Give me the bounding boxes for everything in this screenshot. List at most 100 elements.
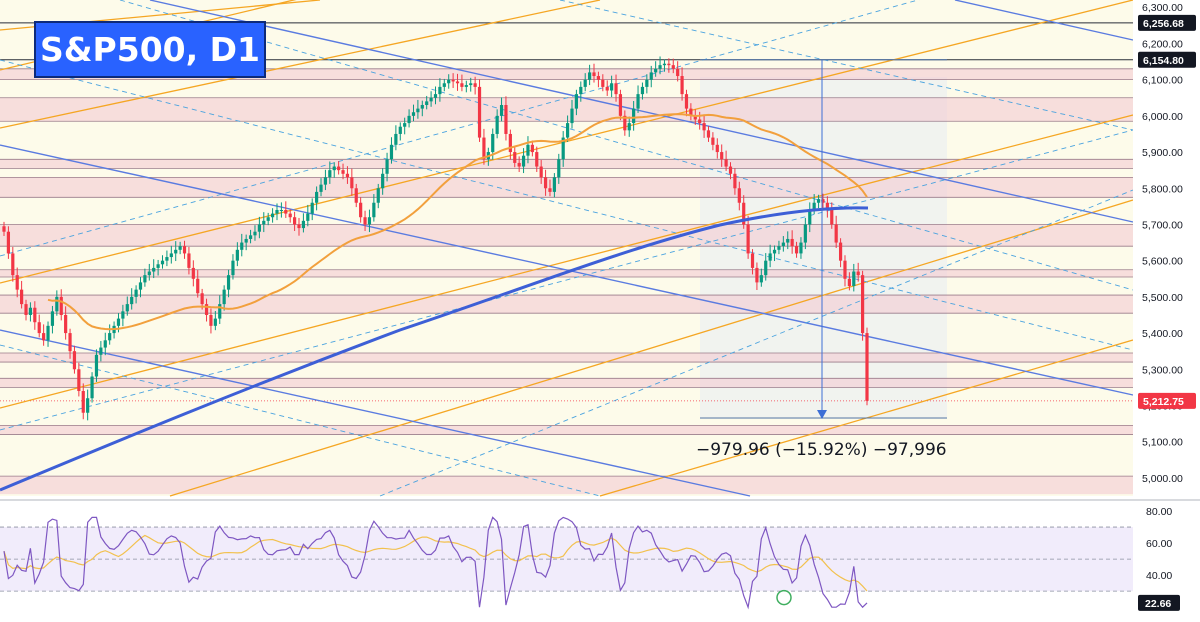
candle-body — [632, 108, 636, 124]
rsi-tick-label: 80.00 — [1146, 506, 1172, 518]
measure-arrowhead — [817, 410, 827, 419]
candle-body — [68, 333, 72, 352]
candle-body — [345, 173, 350, 178]
candle-body — [28, 307, 33, 315]
candle-body — [138, 282, 143, 290]
candle-body — [310, 202, 314, 214]
candle-body — [235, 249, 239, 261]
candle-body — [786, 238, 790, 243]
candle-body — [614, 83, 618, 95]
rsi-badge — [1138, 594, 1180, 611]
candle-body — [772, 249, 777, 254]
candle-body — [81, 391, 85, 413]
zone-band — [0, 476, 1133, 495]
y-tick-label: 5,900.00 — [1142, 147, 1183, 159]
candle-body — [821, 199, 825, 203]
candle-body — [182, 246, 187, 254]
channel-line-dashed — [559, 0, 1134, 131]
candle-body — [847, 278, 851, 287]
candle-body — [455, 81, 460, 84]
candle-body — [306, 213, 310, 221]
rsi-badge-label: 22.66 — [1145, 598, 1171, 610]
candle-body — [843, 260, 847, 279]
candle-body — [433, 94, 438, 98]
candle-body — [733, 173, 737, 189]
y-tick-label: 5,100.00 — [1142, 437, 1183, 449]
candle-body — [557, 159, 561, 178]
candle-body — [654, 68, 658, 73]
candle-body — [293, 217, 297, 225]
candle-body — [438, 86, 442, 95]
candle-body — [398, 126, 402, 134]
candle-body — [262, 220, 266, 225]
candle-body — [491, 133, 495, 153]
channel-line-orange — [0, 0, 1134, 284]
candle-body — [737, 188, 741, 203]
candle-body — [574, 94, 578, 109]
candle-body — [680, 76, 684, 95]
symbol-title: S&P500, D1 — [34, 21, 266, 78]
price-badge-label: 6,256.68 — [1143, 18, 1184, 30]
candle-body — [808, 209, 812, 225]
channel-line-blue — [954, 0, 1134, 41]
price-badge — [1138, 14, 1196, 31]
candle-body — [337, 166, 341, 171]
candle-body — [442, 83, 446, 87]
channel-line-dashed — [0, 59, 1134, 351]
measure-label: −979.96 (−15.92%) −97,996 — [696, 440, 947, 460]
channel-line-dashed — [0, 129, 1134, 431]
candle-body — [367, 217, 372, 225]
candle-body — [222, 289, 226, 305]
channel-line-orange — [0, 114, 1134, 409]
candle-body — [684, 94, 689, 109]
candle-body — [86, 398, 90, 413]
candle-body — [477, 86, 482, 138]
candle-body — [794, 246, 799, 254]
candle-body — [535, 152, 539, 167]
candle-body — [297, 224, 301, 229]
candle-body — [627, 123, 631, 131]
candle-body — [350, 177, 354, 189]
candle-body — [517, 162, 521, 167]
candle-body — [275, 209, 279, 214]
candle-body — [728, 166, 733, 174]
candle-body — [2, 226, 6, 232]
y-tick-label: 5,300.00 — [1142, 364, 1183, 376]
candle-body — [116, 318, 121, 326]
candle-body — [165, 257, 169, 261]
candle-body — [266, 217, 270, 221]
candle-body — [284, 209, 288, 214]
candle-body — [640, 86, 645, 95]
candle-body — [838, 242, 843, 261]
candle-body — [226, 275, 231, 290]
channel-line-blue — [0, 144, 1134, 396]
candle-body — [508, 133, 512, 153]
rsi-oversold-marker — [776, 589, 792, 606]
candle-body — [341, 170, 345, 174]
candle-body — [204, 304, 209, 315]
candle-body — [865, 333, 869, 401]
measure-range-bg — [700, 77, 947, 417]
candle-body — [570, 108, 574, 124]
candle-body — [610, 83, 614, 91]
candle-body — [315, 191, 319, 203]
zone-band — [0, 159, 1133, 169]
candle-body — [196, 278, 200, 294]
channel-line-dashed — [0, 0, 920, 257]
candle-body — [579, 86, 583, 95]
price-axis-bg — [1133, 0, 1200, 622]
candle-body — [174, 249, 178, 254]
candle-body — [636, 94, 640, 109]
rsi-tick-label: 60.00 — [1146, 538, 1172, 550]
y-tick-label: 6,200.00 — [1142, 38, 1183, 50]
candle-body — [676, 68, 680, 77]
channel-line-orange — [0, 0, 601, 129]
candle-body — [499, 104, 504, 116]
candle-body — [376, 188, 380, 203]
candle-body — [816, 199, 821, 203]
candle-body — [187, 253, 191, 268]
candle-body — [125, 304, 129, 312]
candle-body — [160, 260, 165, 265]
candle-body — [530, 144, 534, 153]
